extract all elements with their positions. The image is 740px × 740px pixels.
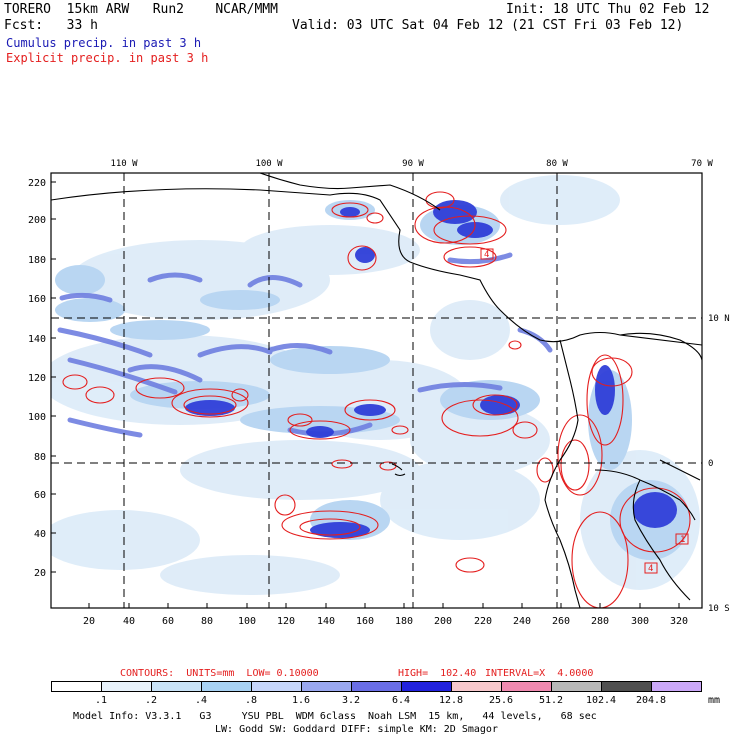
model-title: TORERO 15km ARW Run2 NCAR/MMM	[4, 2, 278, 17]
lon-label: 90 W	[402, 159, 424, 169]
y-tick-label: 80	[34, 452, 46, 463]
lon-labels: 110 W 100 W 90 W 80 W 70 W	[110, 159, 713, 169]
legend-cumulus: Cumulus precip. in past 3 h	[6, 36, 202, 50]
scale-label: 51.2	[538, 695, 564, 706]
contour-interval: INTERVAL=X 4.0000	[485, 668, 594, 679]
scale-swatch	[101, 681, 152, 692]
valid-time: Valid: 03 UTC Sat 04 Feb 12 (21 CST Fri …	[292, 18, 684, 33]
x-tick-label: 220	[474, 616, 492, 627]
y-tick-label: 180	[28, 255, 46, 266]
lon-label: 70 W	[691, 159, 713, 169]
high-marker-labels: 4 1 4	[484, 250, 685, 574]
y-tick-label: 140	[28, 334, 46, 345]
scale-swatch	[551, 681, 602, 692]
legend-explicit: Explicit precip. in past 3 h	[6, 51, 209, 65]
scale-label: .4	[194, 695, 208, 706]
axis-ticks	[51, 181, 680, 608]
x-tick-label: 180	[395, 616, 413, 627]
scale-swatch	[351, 681, 402, 692]
lat-label: 10 N	[708, 314, 730, 324]
forecast-hour: Fcst: 33 h	[4, 18, 98, 33]
high-marker: 4	[648, 564, 653, 574]
scale-swatch	[601, 681, 652, 692]
lat-labels: 10 N 0 10 S	[708, 314, 730, 614]
x-tick-label: 140	[317, 616, 335, 627]
scale-swatch	[451, 681, 502, 692]
scale-label: .1	[94, 695, 108, 706]
scale-label: .2	[144, 695, 158, 706]
x-tick-label: 320	[670, 616, 688, 627]
contour-high: HIGH= 102.40	[398, 668, 477, 679]
x-tick-label: 260	[552, 616, 570, 627]
y-tick-label: 160	[28, 294, 46, 305]
lon-label: 80 W	[546, 159, 568, 169]
x-tick-label: 80	[201, 616, 213, 627]
x-tick-label: 240	[513, 616, 531, 627]
lat-lon-grid	[51, 173, 702, 608]
y-tick-label: 40	[34, 529, 46, 540]
x-tick-label: 60	[162, 616, 174, 627]
y-tick-label: 20	[34, 568, 46, 579]
x-tick-label: 40	[123, 616, 135, 627]
x-tick-label: 160	[356, 616, 374, 627]
scale-swatch	[301, 681, 352, 692]
y-tick-label: 220	[28, 178, 46, 189]
lat-label: 0	[708, 459, 713, 469]
scale-label: 204.8	[635, 695, 667, 706]
physics-info: LW: Godd SW: Goddard DIFF: simple KM: 2D…	[215, 724, 498, 735]
scale-unit: mm	[708, 695, 721, 706]
scale-label: 25.6	[488, 695, 514, 706]
x-tick-label: 200	[434, 616, 452, 627]
scale-swatch	[51, 681, 102, 692]
x-tick-labels: 20 40 60 80 100 120 140 160 180 200 220 …	[83, 616, 688, 627]
x-tick-label: 300	[631, 616, 649, 627]
lat-label: 10 S	[708, 604, 730, 614]
x-tick-label: 100	[238, 616, 256, 627]
scale-swatch	[151, 681, 202, 692]
scale-swatch	[201, 681, 252, 692]
scale-label: .8	[244, 695, 258, 706]
high-marker: 4	[484, 250, 489, 260]
y-tick-label: 120	[28, 373, 46, 384]
scale-label: 1.6	[291, 695, 311, 706]
map-frame	[50, 172, 703, 609]
y-tick-label: 200	[28, 215, 46, 226]
scale-swatch	[251, 681, 302, 692]
scale-label: 6.4	[391, 695, 411, 706]
init-time: Init: 18 UTC Thu 02 Feb 12	[506, 2, 710, 17]
scale-label: 102.4	[585, 695, 617, 706]
scale-swatch	[501, 681, 552, 692]
lon-label: 110 W	[110, 159, 138, 169]
x-tick-label: 280	[591, 616, 609, 627]
model-info: Model Info: V3.3.1 G3 YSU PBL WDM 6class…	[73, 711, 597, 722]
scale-label: 12.8	[438, 695, 464, 706]
contour-units: CONTOURS: UNITS=mm LOW= 0.10000	[120, 668, 319, 679]
x-tick-label: 120	[277, 616, 295, 627]
scale-label: 3.2	[341, 695, 361, 706]
high-marker: 1	[680, 535, 685, 545]
scale-swatch	[651, 681, 702, 692]
x-tick-label: 20	[83, 616, 95, 627]
y-tick-label: 100	[28, 412, 46, 423]
y-tick-labels: 220 200 180 160 140 120 100 80 60 40 20	[28, 178, 46, 579]
scale-swatch	[401, 681, 452, 692]
y-tick-label: 60	[34, 490, 46, 501]
lon-label: 100 W	[255, 159, 283, 169]
precip-shading	[51, 173, 702, 608]
